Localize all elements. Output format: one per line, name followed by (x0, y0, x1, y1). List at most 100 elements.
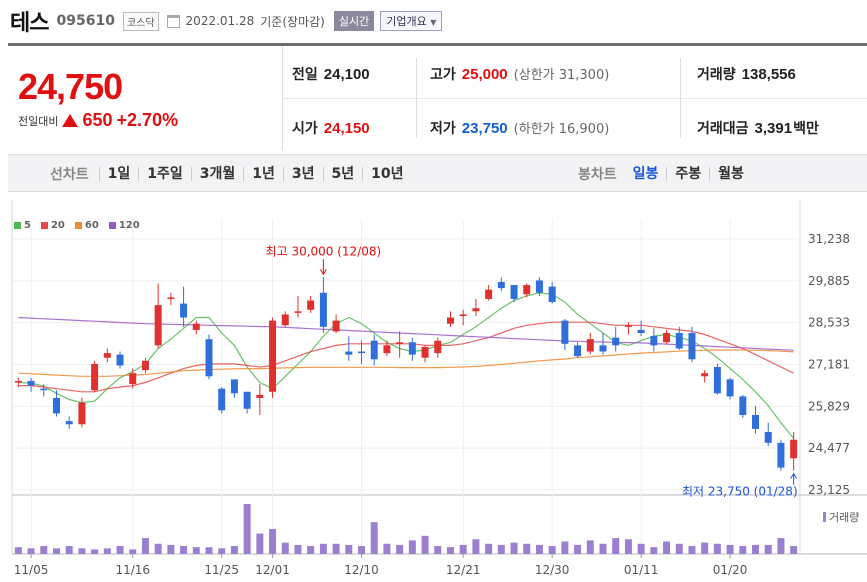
ma-line-120 (18, 316, 794, 351)
volume-bar (612, 538, 620, 554)
volume-bar (116, 546, 124, 554)
quote-date: 2022.01.28 (185, 14, 255, 28)
x-tick-label: 11/16 (115, 563, 150, 577)
candle-body (472, 308, 480, 312)
candle-tabs: 봉차트 일봉 주봉 월봉 (578, 164, 752, 184)
candle-body (14, 380, 22, 383)
volume-bar (218, 548, 226, 554)
tab-1w[interactable]: 1주일 (138, 167, 191, 181)
candle-body (421, 346, 429, 358)
high-annotation: 최고 30,000 (12/08) (266, 244, 382, 258)
stat-high: 고가 25,000 (상한가 31,300) (430, 64, 609, 84)
y-tick-label: 25,829 (808, 399, 850, 413)
candle-body (726, 379, 734, 397)
line-chart-label[interactable]: 선차트 (50, 167, 89, 183)
tab-daily[interactable]: 일봉 (632, 166, 659, 182)
up-triangle-icon (62, 114, 79, 127)
candle-body (40, 388, 48, 391)
amount-label: 거래대금 (697, 121, 749, 137)
tab-1y[interactable]: 1년 (243, 167, 283, 181)
candle-body (230, 379, 238, 394)
y-tick-label: 31,238 (808, 232, 850, 246)
x-tick-label: 01/20 (713, 563, 748, 577)
candle-body (141, 360, 149, 371)
header-divider (8, 43, 867, 46)
tab-3y[interactable]: 3년 (282, 167, 323, 181)
candle-body (675, 332, 683, 349)
candle-body (192, 323, 200, 330)
tab-10y[interactable]: 10년 (362, 167, 411, 181)
tab-1d[interactable]: 1일 (98, 167, 139, 181)
candle-body (396, 342, 404, 344)
volume-bar (205, 547, 213, 554)
volume-bar (332, 543, 340, 554)
price-summary: 24,750 전일대비 650 +2.70% (8, 46, 282, 150)
volume-bar (358, 546, 366, 554)
volume-bar (777, 538, 785, 554)
volume-bar (78, 548, 86, 554)
volume-bar (752, 544, 760, 554)
tab-3m[interactable]: 3개월 (190, 167, 244, 181)
tab-5y[interactable]: 5년 (322, 167, 363, 181)
legend-ma60: 60 (74, 220, 99, 231)
candle-body (485, 289, 493, 299)
x-tick-label: 11/25 (204, 563, 239, 577)
candle-body (586, 339, 594, 352)
candle-body (256, 394, 264, 398)
volume-bar (243, 504, 251, 554)
candle-body (103, 353, 111, 358)
candle-body (307, 300, 315, 310)
period-tabs: 선차트 1일 1주일 3개월 1년 3년 5년 10년 (50, 164, 412, 184)
volume-bar (27, 548, 35, 554)
volume-bar (307, 546, 315, 554)
volume-bar (713, 543, 721, 554)
x-tick-label: 12/10 (344, 563, 379, 577)
volume-bar (650, 547, 658, 554)
legend-label: 5 (24, 220, 31, 231)
candle-body (446, 317, 454, 324)
volume-bar (523, 543, 531, 554)
candle-body (91, 363, 99, 391)
candle-body (319, 292, 327, 327)
legend-swatch (74, 222, 82, 229)
volume-bar (14, 547, 22, 554)
tab-weekly[interactable]: 주봉 (666, 167, 709, 181)
volume-bar (574, 544, 582, 554)
volume-bar (269, 529, 277, 554)
legend-ma120: 120 (108, 220, 140, 231)
ma-line-60 (18, 349, 794, 377)
volume-bar (663, 541, 671, 554)
x-tick-label: 12/21 (446, 563, 481, 577)
volume-bar (294, 544, 302, 554)
volume-bar (141, 538, 149, 554)
realtime-button[interactable]: 실시간 (333, 11, 375, 31)
candle-body (154, 305, 162, 346)
volume-bar (281, 542, 289, 554)
volume-legend-label: 거래량 (829, 511, 859, 524)
x-tick-label: 11/05 (14, 563, 49, 577)
volume-bar (459, 544, 467, 554)
candle-body (752, 414, 760, 429)
company-info-dropdown[interactable]: 기업개요 ▼ (380, 11, 443, 31)
company-info-label: 기업개요 (386, 15, 427, 28)
candle-body (535, 280, 543, 293)
volume-bar (497, 544, 505, 554)
prev-close-label: 전일 (292, 67, 318, 83)
candle-body (65, 421, 73, 425)
lower-limit: (하한가 16,900) (513, 122, 610, 137)
candle-body (27, 380, 35, 386)
volume-bar (129, 549, 137, 554)
stat-prev-close: 전일 24,100 (292, 64, 370, 84)
stats-col-divider-1 (416, 58, 417, 138)
candle-body (713, 367, 721, 394)
volume-bar (434, 546, 442, 554)
high-value: 25,000 (461, 66, 508, 83)
candle-chart-label[interactable]: 봉차트 (578, 167, 617, 183)
candle-body (561, 320, 569, 344)
volume-value: 138,556 (741, 66, 796, 83)
high-label: 고가 (430, 67, 456, 83)
volume-bar (40, 546, 48, 554)
tab-monthly[interactable]: 월봉 (709, 167, 752, 181)
volume-bar (764, 544, 772, 554)
